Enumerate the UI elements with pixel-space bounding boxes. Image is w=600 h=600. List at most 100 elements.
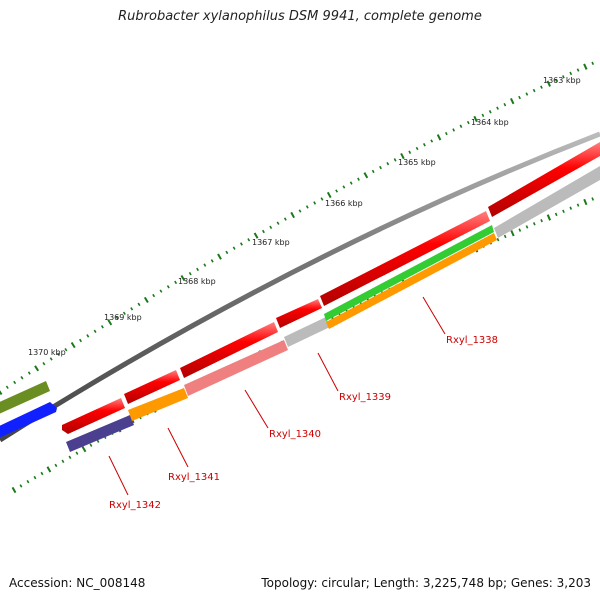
gene-label-rxyl-1342[interactable]: Rxyl_1342 [109, 500, 161, 511]
major-tick [143, 296, 149, 304]
kbp-label: 1365 kbp [398, 158, 436, 167]
major-tick [0, 390, 3, 396]
minor-tick [503, 234, 507, 239]
green-feature [324, 225, 494, 321]
kbp-label: 1363 kbp [543, 76, 581, 85]
minor-tick [20, 376, 24, 380]
minor-tick [569, 71, 573, 76]
gene-label-rxyl-1340[interactable]: Rxyl_1340 [269, 429, 321, 440]
major-tick [583, 63, 588, 70]
genome-stats-text: Topology: circular; Length: 3,225,748 bp… [261, 576, 591, 590]
backbone-line [0, 131, 600, 443]
cds-feature-1339-red [276, 299, 322, 328]
grey-feature-next [494, 166, 600, 238]
minor-tick [33, 475, 37, 480]
pink-feature [184, 340, 288, 396]
minor-tick [203, 263, 207, 267]
major-tick [253, 232, 259, 239]
minor-tick [93, 329, 97, 334]
major-tick [546, 80, 552, 87]
minor-tick [152, 293, 156, 298]
minor-tick [26, 480, 30, 484]
grey-feature-1339 [284, 317, 330, 347]
minor-tick [49, 357, 53, 361]
major-tick [81, 446, 87, 453]
minor-tick [225, 250, 229, 255]
leader-line [108, 455, 129, 496]
minor-tick [569, 206, 573, 210]
minor-tick [122, 311, 126, 316]
minor-tick [554, 78, 558, 82]
major-tick [363, 172, 369, 179]
feature-track [66, 166, 600, 452]
major-tick [180, 274, 186, 282]
kbp-label: 1370 kbp [28, 348, 66, 357]
major-tick [34, 365, 40, 372]
kbp-label: 1369 kbp [104, 313, 142, 322]
major-tick [400, 152, 405, 160]
kbp-labels: 1363 kbp 1364 kbp 1365 kbp 1366 kbp 1367… [28, 76, 581, 357]
major-tick [436, 134, 442, 141]
minor-tick [320, 197, 324, 201]
cds-feature-1341-red [124, 370, 180, 404]
minor-tick [276, 221, 280, 225]
minor-tick [5, 385, 9, 389]
gene-leader-lines [108, 296, 446, 496]
minor-tick [444, 131, 448, 136]
minor-tick [262, 229, 265, 234]
minor-tick [313, 201, 317, 205]
leader-line [244, 389, 269, 429]
gene-label-rxyl-1339[interactable]: Rxyl_1339 [339, 392, 391, 403]
minor-tick [481, 113, 485, 118]
minor-tick [562, 209, 565, 214]
minor-tick [79, 338, 82, 343]
major-tick [290, 211, 295, 219]
minor-tick [40, 471, 44, 476]
minor-tick [42, 361, 46, 366]
minor-tick [562, 75, 565, 79]
minor-tick [452, 128, 456, 132]
olive-feature [0, 381, 50, 414]
major-tick [11, 486, 17, 494]
gene-label-rxyl-1341[interactable]: Rxyl_1341 [168, 472, 220, 483]
major-tick [510, 230, 515, 237]
gene-label-rxyl-1338[interactable]: Rxyl_1338 [446, 335, 498, 346]
tick-marks-outer [0, 61, 595, 396]
major-tick [107, 319, 113, 326]
minor-tick [430, 139, 434, 143]
minor-tick [240, 242, 243, 246]
tick-marks-inner [11, 197, 595, 494]
blue-feature [0, 402, 57, 438]
minor-tick [159, 289, 163, 293]
minor-tick [342, 185, 346, 189]
minor-tick [100, 325, 104, 329]
minor-tick [540, 85, 543, 89]
gene-labels: Rxyl_1338 Rxyl_1339 Rxyl_1340 Rxyl_1341 … [109, 335, 498, 511]
major-tick [473, 115, 478, 123]
minor-tick [518, 228, 522, 232]
minor-tick [357, 177, 360, 181]
minor-tick [27, 371, 31, 375]
minor-tick [75, 451, 79, 455]
minor-tick [415, 146, 419, 151]
minor-tick [298, 209, 302, 213]
minor-tick [554, 212, 558, 217]
minor-tick [503, 102, 507, 107]
leader-line [317, 352, 339, 392]
minor-tick [196, 267, 199, 272]
major-tick [509, 97, 515, 105]
minor-tick [115, 316, 119, 320]
minor-tick [371, 169, 375, 174]
minor-tick [305, 205, 309, 209]
minor-tick [210, 259, 214, 263]
minor-tick [54, 463, 58, 468]
major-tick [217, 253, 222, 260]
minor-tick [525, 225, 529, 229]
minor-tick [532, 222, 536, 226]
minor-tick [422, 143, 426, 147]
minor-tick [269, 225, 273, 229]
kbp-label: 1366 kbp [325, 199, 363, 208]
major-tick [46, 466, 52, 473]
minor-tick [247, 238, 251, 242]
minor-tick [283, 217, 287, 221]
